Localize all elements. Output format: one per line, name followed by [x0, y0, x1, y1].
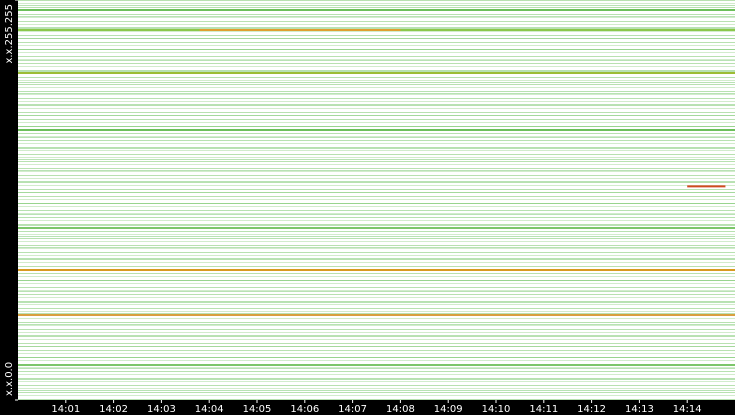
x-tick-label: 14:12: [577, 404, 606, 415]
x-axis-bar: [0, 400, 735, 415]
x-tick-label: 14:05: [243, 404, 272, 415]
x-tick-label: 14:04: [195, 404, 224, 415]
x-tick-label: 14:02: [99, 404, 128, 415]
x-tick-label: 14:09: [434, 404, 463, 415]
x-tick-label: 14:13: [625, 404, 654, 415]
x-tick-label: 14:03: [147, 404, 176, 415]
y-tick-label: x.x.255.255: [4, 4, 15, 64]
x-tick-label: 14:14: [673, 404, 702, 415]
y-axis-bar: [0, 0, 18, 415]
x-tick-label: 14:10: [482, 404, 511, 415]
y-tick-label: x.x.0.0: [4, 362, 15, 396]
x-tick-label: 14:08: [386, 404, 415, 415]
x-tick-label: 14:07: [338, 404, 367, 415]
x-tick-label: 14:01: [51, 404, 80, 415]
x-tick-label: 14:06: [290, 404, 319, 415]
traffic-texture: [18, 0, 735, 400]
x-tick-label: 14:11: [529, 404, 558, 415]
